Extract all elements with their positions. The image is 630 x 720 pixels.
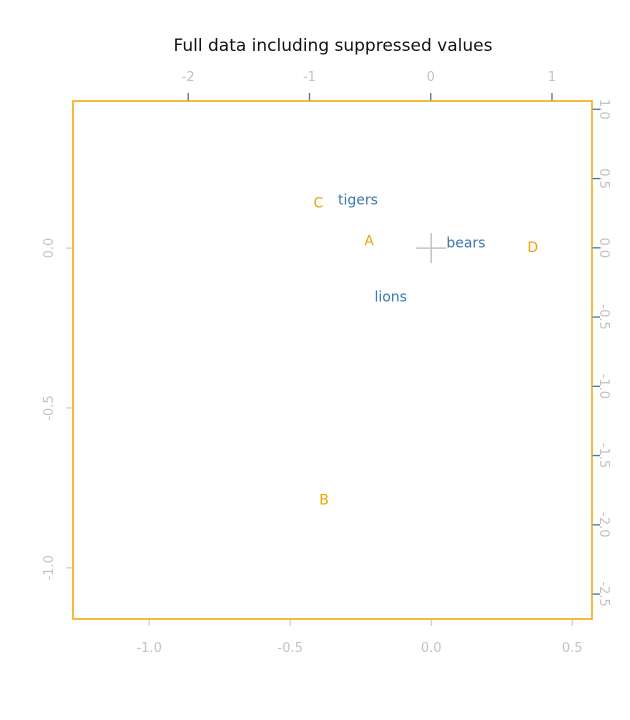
right-tick-label: 1.0 bbox=[596, 99, 611, 120]
bottom-tick-label: 0.0 bbox=[421, 641, 442, 656]
origin-marker-layer bbox=[416, 233, 447, 264]
right-tick-label: -0.5 bbox=[596, 304, 611, 329]
top-tick-label: -2 bbox=[182, 70, 195, 85]
right-tick-label: -1.0 bbox=[596, 374, 611, 399]
point-label-b: B bbox=[319, 493, 329, 509]
right-tick-label: -2.0 bbox=[596, 512, 611, 537]
top-tick-label: 1 bbox=[548, 70, 556, 85]
point-label-d: D bbox=[527, 240, 538, 256]
point-label-bears: bears bbox=[446, 236, 485, 252]
right-tick-label: 0.5 bbox=[596, 168, 611, 189]
right-tick-label: -2.5 bbox=[596, 581, 611, 606]
bottom-tick-label: -1.0 bbox=[136, 641, 161, 656]
right-tick-label: -1.5 bbox=[596, 443, 611, 468]
bottom-tick-label: -0.5 bbox=[278, 641, 303, 656]
top-tick-label: 0 bbox=[427, 70, 435, 85]
left-tick-label: -0.5 bbox=[42, 395, 57, 420]
axes-layer: -1.0 -0.5 0.0 0.5 0.0 -0.5 -1.0 -2 -1 0 1 1.0 0.5 0.0… bbox=[42, 70, 611, 656]
right-tick-label: 0.0 bbox=[596, 237, 611, 258]
point-label-tigers: tigers bbox=[338, 193, 378, 209]
left-tick-label: 0.0 bbox=[42, 238, 57, 259]
plot-frame bbox=[72, 100, 593, 620]
bottom-tick-label: 0.5 bbox=[562, 641, 583, 656]
chart-title: Full data including suppressed values bbox=[174, 36, 493, 56]
point-label-c: C bbox=[314, 195, 324, 211]
point-label-a: A bbox=[364, 234, 374, 250]
left-tick-label: -1.0 bbox=[42, 555, 57, 580]
point-label-lions: lions bbox=[374, 290, 407, 306]
top-tick-label: -1 bbox=[303, 70, 316, 85]
